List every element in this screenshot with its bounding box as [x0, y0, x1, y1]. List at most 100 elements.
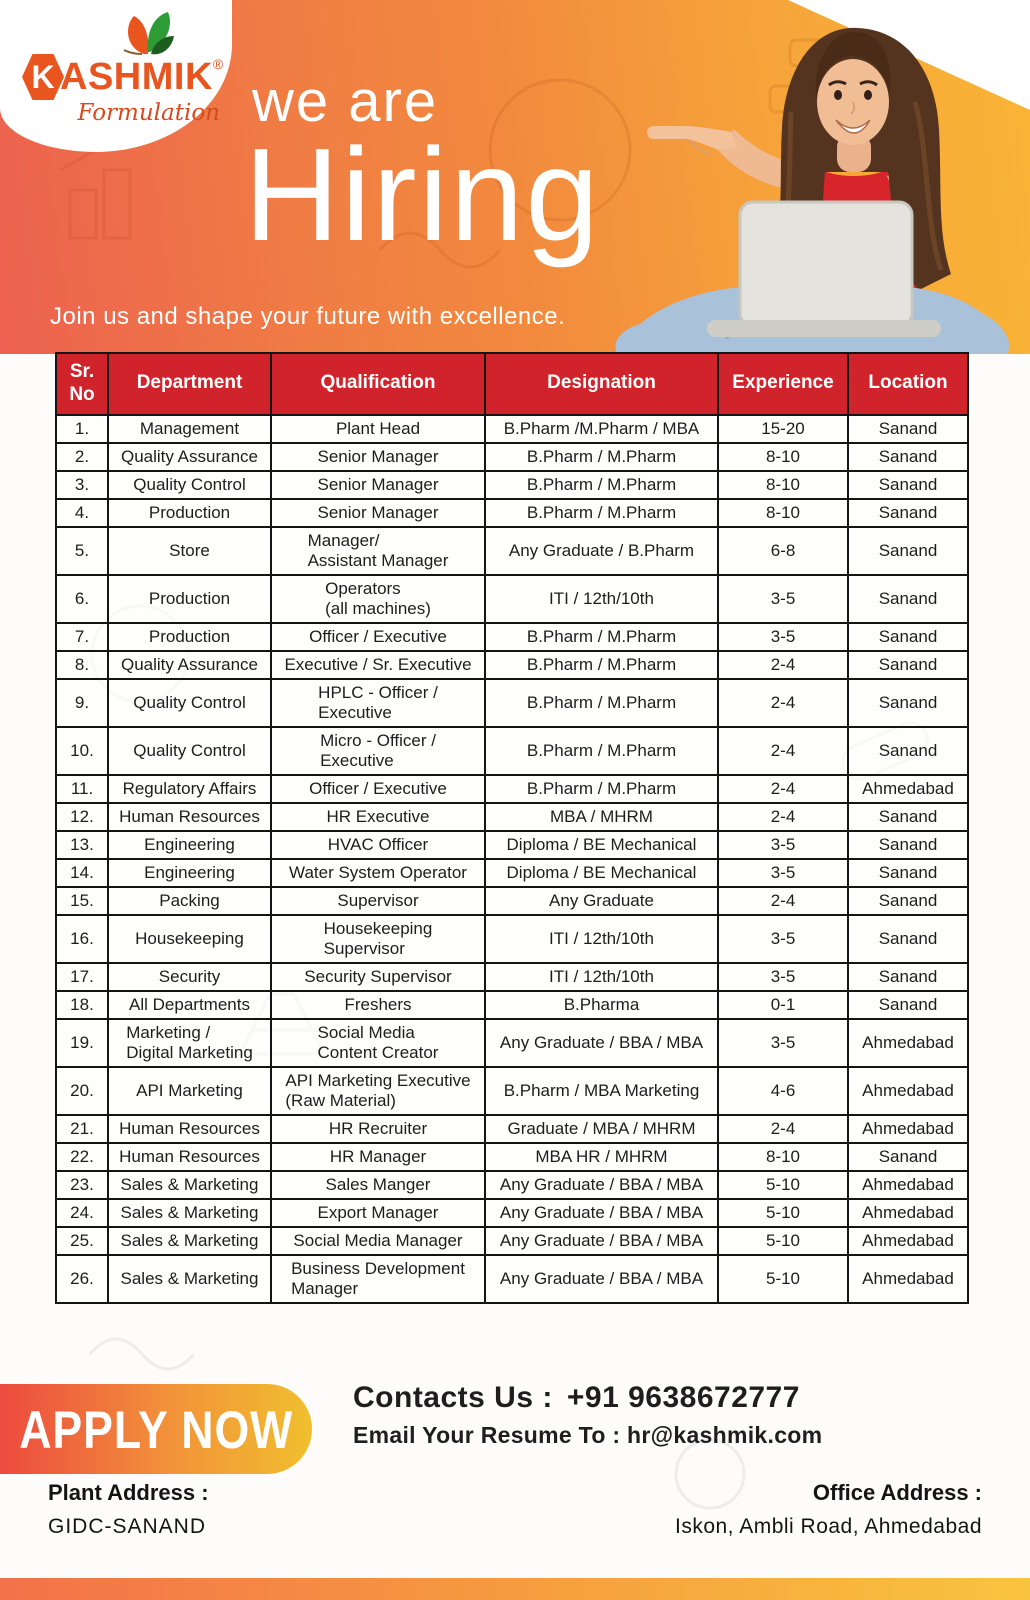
phone-number[interactable]: +91 9638672777 [566, 1381, 800, 1414]
office-address-value: Iskon, Ambli Road, Ahmedabad [674, 1515, 982, 1538]
cell-location: Sanand [847, 677, 969, 728]
cell-qualification: Senior Manager [270, 469, 486, 500]
cell-experience: 8-10 [717, 469, 849, 500]
cell-department: Store [107, 525, 272, 576]
cell-location: Sanand [847, 441, 969, 472]
cell-sr: 3. [55, 469, 109, 500]
cell-location: Sanand [847, 413, 969, 444]
cell-designation: ITI / 12th/10th [484, 961, 719, 992]
cell-qualification: API Marketing Executive (Raw Material) [270, 1065, 486, 1116]
brand-name: K ASHMIK ® [22, 54, 223, 100]
job-row: 15. Packing Supervisor Any Graduate 2-4 Sanan… [55, 885, 969, 916]
cell-qualification: Supervisor [270, 885, 486, 916]
cell-designation: B.Pharm / M.Pharm [484, 773, 719, 804]
job-row: 7. Production Officer / Executive B.Pharm /… [55, 621, 969, 652]
cell-location: Sanand [847, 525, 969, 576]
cell-location: Ahmedabad [847, 1197, 969, 1228]
job-row: 26. Sales & Marketing Business Development… [55, 1253, 969, 1304]
cell-department: Engineering [107, 829, 272, 860]
cell-qualification: Operators (all machines) [270, 573, 486, 624]
cell-department: Management [107, 413, 272, 444]
cell-department: Human Resources [107, 801, 272, 832]
cell-sr: 24. [55, 1197, 109, 1228]
cell-qualification: Social Media Content Creator [270, 1017, 486, 1068]
brand-hexagon-k: K [22, 54, 64, 100]
cell-experience: 2-4 [717, 801, 849, 832]
cell-designation: Any Graduate / BBA / MBA [484, 1169, 719, 1200]
cell-designation: Graduate / MBA / MHRM [484, 1113, 719, 1144]
job-row: 5. Store Manager/ Assistant Manager Any Gra… [55, 525, 969, 576]
cell-experience: 3-5 [717, 621, 849, 652]
cell-qualification: Housekeeping Supervisor [270, 913, 486, 964]
job-row: 11. Regulatory Affairs Officer / Executive… [55, 773, 969, 804]
cell-department: Sales & Marketing [107, 1225, 272, 1256]
email-address[interactable]: hr@kashmik.com [627, 1422, 823, 1448]
job-row: 18. All Departments Freshers B.Pharma 0-1 San… [55, 989, 969, 1020]
cell-location: Ahmedabad [847, 1065, 969, 1116]
cell-designation: MBA HR / MHRM [484, 1141, 719, 1172]
cell-experience: 5-10 [717, 1197, 849, 1228]
cell-department: Marketing / Digital Marketing [107, 1017, 272, 1068]
cell-department: Quality Assurance [107, 441, 272, 472]
cell-sr: 19. [55, 1017, 109, 1068]
cell-experience: 3-5 [717, 913, 849, 964]
cell-qualification: Officer / Executive [270, 773, 486, 804]
job-row: 8. Quality Assurance Executive / Sr. Execu… [55, 649, 969, 680]
job-row: 24. Sales & Marketing Export Manager Any Gr… [55, 1197, 969, 1228]
job-row: 23. Sales & Marketing Sales Manger Any Grad… [55, 1169, 969, 1200]
cell-designation: Diploma / BE Mechanical [484, 829, 719, 860]
job-row: 22. Human Resources HR Manager MBA HR / MHR… [55, 1141, 969, 1172]
brand-subtitle: Formulation [77, 100, 221, 126]
cell-department: Security [107, 961, 272, 992]
cell-qualification: Security Supervisor [270, 961, 486, 992]
cell-experience: 8-10 [717, 441, 849, 472]
cell-location: Ahmedabad [847, 1017, 969, 1068]
column-header: Experience [717, 352, 849, 416]
cell-sr: 14. [55, 857, 109, 888]
cell-experience: 8-10 [717, 1141, 849, 1172]
column-header: Department [107, 352, 272, 416]
bottom-gradient-bar [0, 1578, 1030, 1600]
cell-department: Housekeeping [107, 913, 272, 964]
cell-qualification: HR Executive [270, 801, 486, 832]
cell-qualification: Plant Head [270, 413, 486, 444]
cell-experience: 2-4 [717, 885, 849, 916]
cell-experience: 3-5 [717, 857, 849, 888]
cell-experience: 6-8 [717, 525, 849, 576]
cell-department: All Departments [107, 989, 272, 1020]
cell-sr: 5. [55, 525, 109, 576]
cell-experience: 5-10 [717, 1169, 849, 1200]
cell-location: Sanand [847, 1141, 969, 1172]
cell-designation: B.Pharm / M.Pharm [484, 649, 719, 680]
cell-experience: 3-5 [717, 1017, 849, 1068]
cell-designation: B.Pharm / M.Pharm [484, 441, 719, 472]
cell-department: API Marketing [107, 1065, 272, 1116]
cell-experience: 2-4 [717, 773, 849, 804]
woman-with-laptop-photo [615, 27, 1010, 354]
cell-location: Ahmedabad [847, 1253, 969, 1304]
job-row: 4. Production Senior Manager B.Pharm / M.Ph… [55, 497, 969, 528]
job-row: 6. Production Operators (all machines) ITI … [55, 573, 969, 624]
cell-designation: Any Graduate / BBA / MBA [484, 1197, 719, 1228]
job-row: 19. Marketing / Digital Marketing Social M… [55, 1017, 969, 1068]
cell-qualification: Executive / Sr. Executive [270, 649, 486, 680]
cell-designation: Any Graduate / BBA / MBA [484, 1225, 719, 1256]
contact-label: Contacts Us : [353, 1381, 553, 1414]
cell-qualification: Business Development Manager [270, 1253, 486, 1304]
cell-designation: Any Graduate / BBA / MBA [484, 1253, 719, 1304]
cell-qualification: Water System Operator [270, 857, 486, 888]
cell-location: Sanand [847, 725, 969, 776]
cell-experience: 2-4 [717, 649, 849, 680]
cell-location: Sanand [847, 801, 969, 832]
cell-location: Sanand [847, 913, 969, 964]
plant-address: Plant Address : GIDC-SANAND [48, 1480, 209, 1539]
cell-designation: B.Pharma [484, 989, 719, 1020]
apply-now-button[interactable]: APPLY NOW [0, 1384, 312, 1474]
cell-sr: 13. [55, 829, 109, 860]
cell-sr: 7. [55, 621, 109, 652]
cell-location: Sanand [847, 857, 969, 888]
cell-designation: B.Pharm / M.Pharm [484, 497, 719, 528]
cell-sr: 17. [55, 961, 109, 992]
logo-container: K ASHMIK ® Formulation [0, 0, 232, 152]
cell-qualification: Micro - Officer / Executive [270, 725, 486, 776]
